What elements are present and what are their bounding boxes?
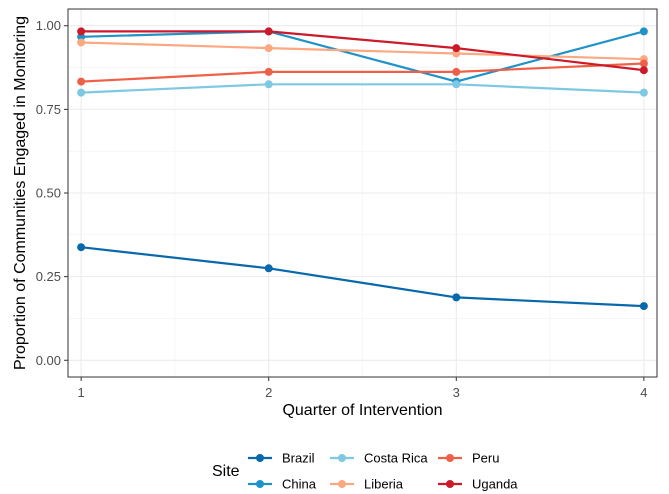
data-point-uganda xyxy=(639,66,648,75)
x-tick-label: 2 xyxy=(265,385,272,400)
data-point-brazil xyxy=(639,302,648,311)
data-point-uganda xyxy=(77,27,86,36)
data-point-peru xyxy=(639,59,648,68)
series-line-uganda xyxy=(81,30,645,72)
series-line-costa-rica xyxy=(81,83,644,94)
data-point-costa-rica xyxy=(77,88,86,97)
data-point-china xyxy=(639,27,648,36)
series-line-brazil xyxy=(80,246,644,308)
legend-label: Uganda xyxy=(472,477,518,492)
data-point-brazil xyxy=(264,264,273,273)
data-point-brazil xyxy=(77,243,86,252)
legend-key-point xyxy=(446,480,454,488)
data-point-peru xyxy=(452,67,461,76)
legend-item-costa-rica: Costa Rica xyxy=(330,451,428,466)
legend-label: Liberia xyxy=(364,477,404,492)
legend-title: Site xyxy=(212,463,240,480)
legend-item-uganda: Uganda xyxy=(438,477,518,492)
legend-key-point xyxy=(256,454,264,462)
data-point-liberia xyxy=(77,38,86,47)
legend-key-point xyxy=(446,454,454,462)
x-tick-label: 3 xyxy=(453,385,460,400)
legend-item-liberia: Liberia xyxy=(330,477,404,492)
legend-label: Costa Rica xyxy=(364,451,428,466)
x-axis-title: Quarter of Intervention xyxy=(282,402,442,419)
y-tick-label: 0.25 xyxy=(36,269,61,284)
y-axis-title: Proportion of Communities Engaged in Mon… xyxy=(12,16,29,370)
legend: Site Brazil China Costa Rica Liberia Peru Uga… xyxy=(212,451,518,492)
legend-label: Peru xyxy=(472,451,499,466)
axes: 0.00 0.25 0.50 0.75 1.00 1 2 3 4 xyxy=(36,18,648,400)
data-point-uganda xyxy=(452,44,461,53)
y-tick-label: 1.00 xyxy=(36,18,61,33)
data-point-costa-rica xyxy=(452,80,461,89)
legend-label: Brazil xyxy=(282,451,315,466)
legend-item-peru: Peru xyxy=(438,451,499,466)
series-lines xyxy=(77,27,648,311)
legend-item-china: China xyxy=(248,477,317,492)
x-tick-label: 1 xyxy=(78,385,85,400)
y-tick-label: 0.50 xyxy=(36,186,61,201)
y-tick-label: 0.75 xyxy=(36,102,61,117)
data-point-uganda xyxy=(264,27,273,36)
y-tick-label: 0.00 xyxy=(36,353,61,368)
grid xyxy=(68,9,657,377)
data-point-peru xyxy=(264,67,273,76)
legend-key-point xyxy=(256,480,264,488)
data-point-costa-rica xyxy=(264,80,273,89)
data-point-brazil xyxy=(452,293,461,302)
series-line-liberia xyxy=(81,41,644,61)
x-tick-label: 4 xyxy=(640,385,647,400)
legend-key-point xyxy=(338,454,346,462)
data-point-peru xyxy=(77,77,86,86)
legend-item-brazil: Brazil xyxy=(248,451,315,466)
data-point-liberia xyxy=(264,44,273,53)
legend-label: China xyxy=(282,477,317,492)
legend-key-point xyxy=(338,480,346,488)
data-point-costa-rica xyxy=(639,88,648,97)
series-line-peru xyxy=(81,62,644,83)
